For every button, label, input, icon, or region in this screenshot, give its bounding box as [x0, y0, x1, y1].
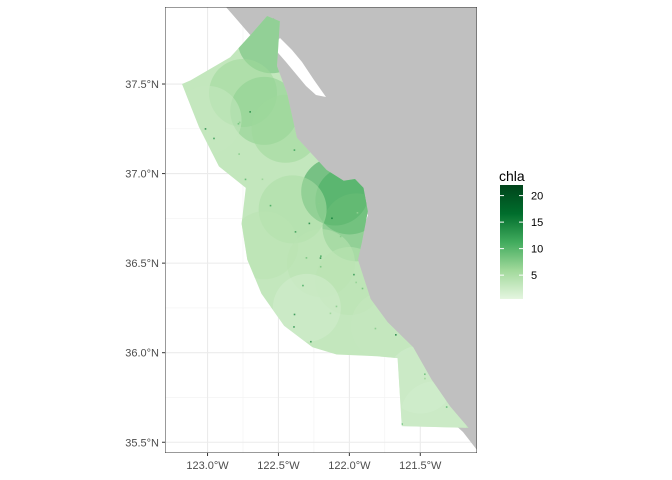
chla-speck — [319, 257, 322, 259]
y-tick-label: 36.5°N — [125, 258, 159, 270]
chla-speck — [213, 137, 215, 140]
x-axis: 123.0°W 122.5°W 122.0°W 121.5°W — [186, 453, 442, 472]
chla-speck — [374, 327, 377, 330]
legend-tick-label: 15 — [531, 217, 543, 229]
legend-ticks: 5 10 15 20 — [500, 191, 543, 282]
chla-speck — [329, 312, 332, 315]
legend-colorbar — [500, 185, 523, 299]
chla-speck — [305, 257, 308, 259]
x-tick-label: 122.0°W — [328, 460, 371, 472]
chla-speck — [244, 178, 247, 181]
chla-speck — [395, 334, 397, 336]
chla-speck — [310, 340, 312, 343]
chla-patch — [272, 273, 341, 342]
chla-speck — [308, 222, 311, 225]
chla-speck — [319, 265, 322, 268]
legend-title: chla — [499, 168, 525, 184]
x-tick-label: 123.0°W — [186, 460, 229, 472]
chla-speck — [361, 287, 364, 290]
chla-speck — [237, 122, 240, 125]
y-tick-label: 36.0°N — [125, 348, 159, 360]
chla-speck — [339, 235, 342, 238]
chla-speck — [401, 423, 403, 425]
panel — [165, 7, 477, 455]
x-tick-label: 122.5°W — [257, 460, 300, 472]
chla-speck — [335, 305, 338, 308]
y-tick-label: 35.5°N — [125, 437, 159, 449]
chla-speck — [249, 111, 251, 113]
y-axis: 37.5°N 37.0°N 36.5°N 36.0°N 35.5°N — [125, 79, 165, 449]
chla-speck — [293, 149, 296, 151]
y-tick-label: 37.0°N — [125, 169, 159, 181]
chla-speck — [294, 231, 297, 233]
chla-speck — [424, 377, 426, 380]
chla-speck — [254, 453, 256, 455]
x-tick-label: 121.5°W — [399, 460, 442, 472]
legend-tick-label: 10 — [531, 244, 543, 256]
chla-speck — [353, 273, 355, 276]
chla-speck — [445, 406, 448, 408]
chla-speck — [204, 128, 207, 130]
chla-speck — [261, 178, 264, 181]
chla-speck — [355, 281, 357, 284]
land-sf-peninsula — [272, 38, 326, 97]
chla-speck — [424, 373, 426, 376]
land-marin-peninsula — [226, 7, 287, 40]
chla-speck — [238, 153, 240, 155]
y-tick-label: 37.5°N — [125, 79, 159, 91]
legend-tick-label: 5 — [531, 270, 537, 282]
chla-speck — [331, 217, 333, 220]
chla-speck — [293, 326, 295, 328]
legend-tick-label: 20 — [531, 191, 543, 203]
legend: chla 5 10 15 20 — [499, 168, 543, 299]
chla-speck — [238, 121, 241, 124]
chla-speck — [320, 255, 322, 257]
chla-speck — [302, 284, 304, 287]
chla-speck — [318, 202, 320, 205]
chla-concentration-patches — [182, 16, 469, 428]
chla-speck — [293, 313, 296, 316]
chla-speck — [356, 212, 359, 214]
chla-speck — [269, 204, 272, 207]
